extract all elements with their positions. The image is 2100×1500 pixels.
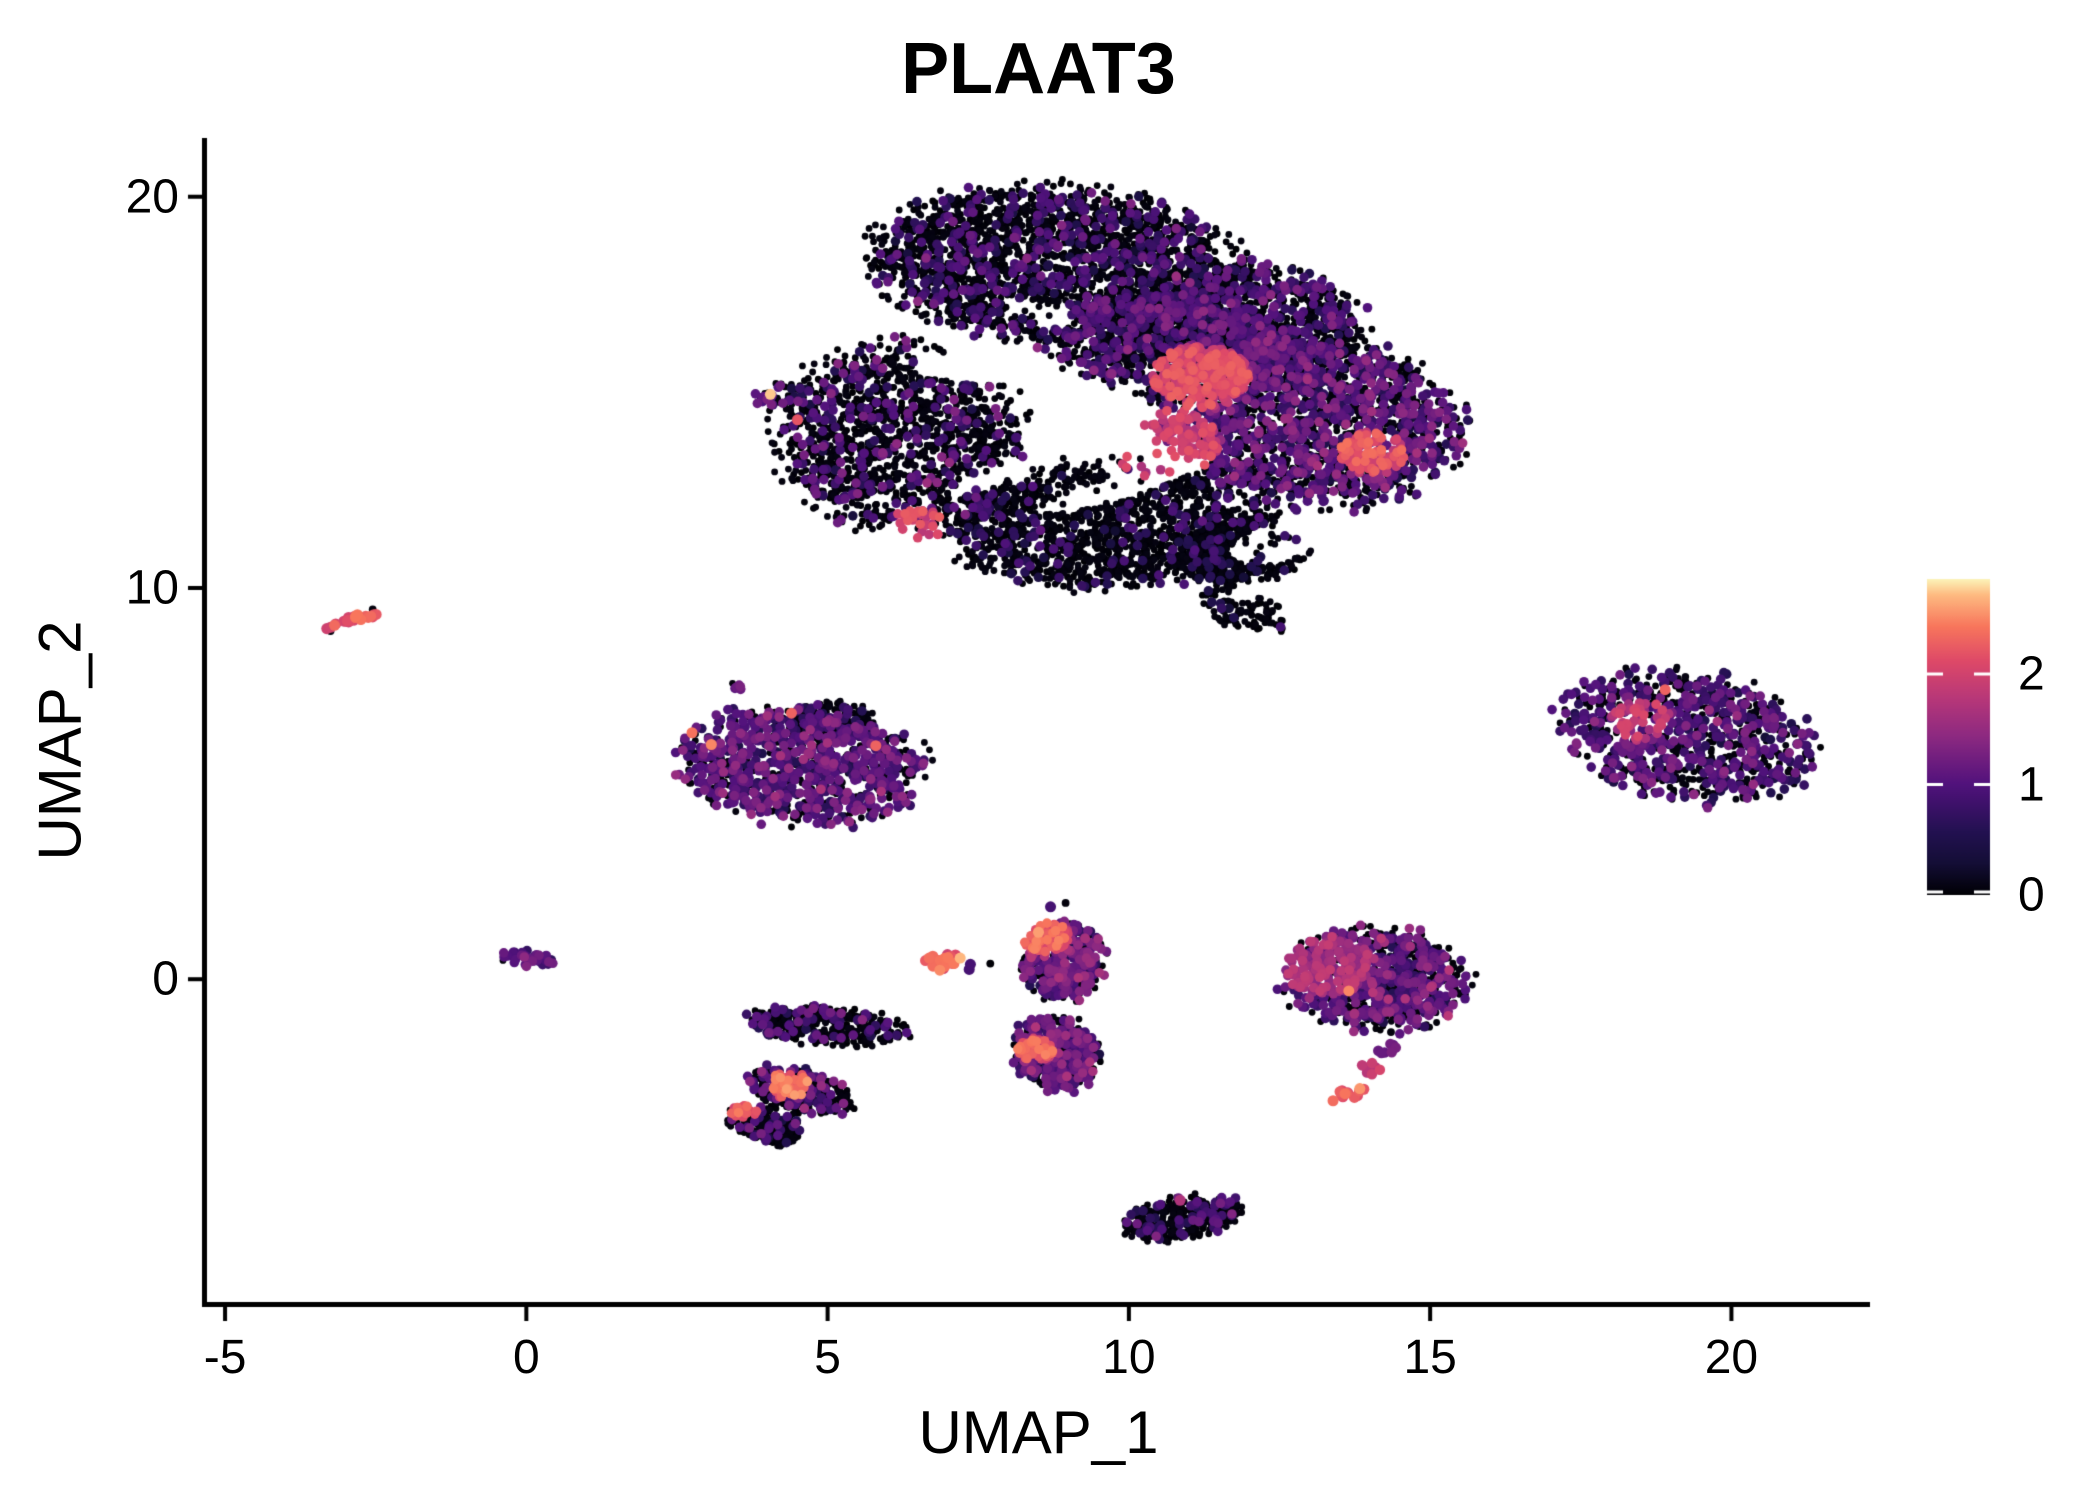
x-tick-label: 20 [1704,1331,1759,1384]
y-tick-label: 0 [152,952,179,1006]
x-tick-label: 0 [512,1331,540,1384]
y-tick-label: 10 [125,561,179,615]
x-axis-title: UMAP_1 [918,1399,1159,1466]
y-axis-title: UMAP_2 [26,620,94,861]
x-tick-label: 10 [1102,1331,1156,1384]
plot-title: PLAAT3 [901,29,1176,109]
colorbar-tick-label: 0 [2018,868,2045,922]
y-tick-label: 20 [125,170,179,224]
x-tick-label: 5 [814,1331,841,1384]
x-tick-label: 15 [1403,1331,1457,1384]
x-tick-label: -5 [203,1331,247,1384]
colorbar-tick-label: 1 [2018,758,2045,811]
colorbar-tick-label: 2 [2018,647,2045,701]
